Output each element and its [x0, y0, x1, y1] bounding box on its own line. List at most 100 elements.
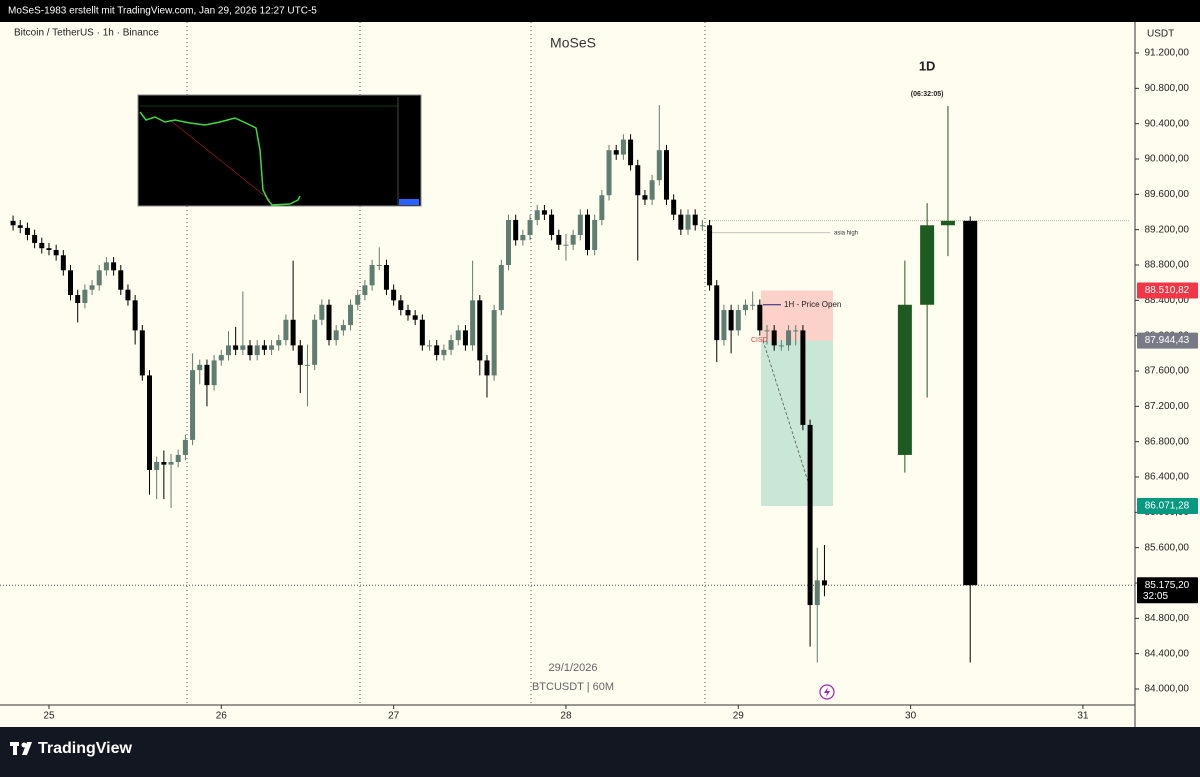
candle-body — [642, 195, 648, 200]
footer-symbol: BTCUSDT | 60M — [532, 681, 614, 693]
candle-body — [786, 330, 792, 346]
candle-body — [204, 364, 210, 386]
candle-body — [182, 439, 188, 455]
target-zone — [761, 340, 833, 507]
candle-body — [376, 265, 382, 267]
inset-frame — [137, 94, 422, 207]
y-tick-label: 87.600,00 — [1145, 366, 1190, 377]
candle-body — [154, 461, 160, 470]
candle-body — [678, 214, 684, 230]
candle-body — [146, 375, 152, 470]
overlay-title: 1D — [919, 58, 936, 73]
candle-body — [82, 289, 88, 303]
footer-bar — [0, 727, 1200, 772]
candle-body — [940, 220, 955, 226]
candle-body — [793, 330, 799, 332]
candle-body — [448, 340, 454, 350]
candle-body — [577, 214, 583, 235]
logo-part — [21, 742, 27, 748]
x-tick-label: 29 — [733, 711, 745, 722]
price-label: 87.944,43 — [1145, 335, 1190, 346]
countdown: 32:05 — [1143, 591, 1168, 602]
candle-body — [628, 139, 634, 166]
candle-body — [10, 220, 16, 226]
last-price-label: 85.175,20 — [1145, 580, 1190, 591]
y-tick-label: 90.800,00 — [1145, 83, 1190, 94]
y-tick-label: 86.800,00 — [1145, 436, 1190, 447]
y-tick-label: 87.200,00 — [1145, 401, 1190, 412]
candle-body — [721, 310, 727, 341]
y-tick-label: 89.200,00 — [1145, 224, 1190, 235]
candle-body — [764, 330, 770, 332]
candle-body — [412, 315, 418, 320]
candle-body — [46, 248, 52, 250]
candle-body — [17, 225, 23, 228]
candle-body — [139, 330, 145, 376]
candle-body — [103, 262, 109, 271]
candle-body — [757, 304, 763, 331]
candle-body — [620, 139, 626, 155]
overlay-subtitle: (06:32:05) — [911, 91, 944, 98]
candle-body — [520, 234, 526, 241]
candle-body — [60, 255, 66, 271]
price-label: 86.071,28 — [1145, 501, 1190, 512]
y-tick-label: 88.800,00 — [1145, 260, 1190, 271]
candle-body — [398, 300, 404, 311]
candle-body — [584, 214, 590, 250]
price-label: 88.510,82 — [1145, 285, 1190, 296]
candle-body — [383, 265, 389, 290]
candle-body — [556, 234, 562, 245]
candle-body — [807, 424, 813, 606]
candle-body — [89, 285, 95, 290]
candle-body — [570, 234, 576, 245]
candle-body — [405, 310, 411, 316]
symbol-title: Bitcoin / TetherUS · 1h · Binance — [14, 28, 159, 39]
candle-body — [261, 345, 267, 350]
position-path — [762, 340, 813, 495]
candle-body — [111, 262, 117, 271]
candle-body — [714, 285, 720, 341]
x-tick-label: 30 — [905, 711, 917, 722]
candle-body — [563, 244, 569, 246]
x-tick-label: 26 — [216, 711, 228, 722]
candle-body — [225, 345, 231, 356]
inset-line — [139, 111, 301, 206]
candle-body — [211, 360, 217, 386]
candle-body — [175, 454, 181, 462]
candle-body — [549, 214, 555, 235]
candle-body — [362, 285, 368, 296]
candle-body — [920, 225, 935, 305]
candle-body — [161, 461, 167, 465]
candle-body — [491, 310, 497, 376]
candle-body — [963, 220, 978, 586]
candle-body — [276, 340, 282, 346]
price-label-box — [1137, 498, 1198, 515]
y-tick-label: 86.400,00 — [1145, 472, 1190, 483]
logo-part — [13, 742, 17, 755]
candle-body — [656, 150, 662, 181]
y-tick-label: 90.000,00 — [1145, 154, 1190, 165]
candle-body — [254, 345, 260, 356]
inset-image — [137, 94, 422, 207]
candle-body — [304, 364, 310, 366]
candle-body — [527, 219, 533, 235]
x-tick-label: 31 — [1077, 711, 1089, 722]
candle-body — [24, 227, 30, 235]
candle-body — [728, 310, 734, 331]
candle-body — [671, 199, 677, 215]
candle-body — [441, 349, 447, 356]
candle-body — [613, 150, 619, 155]
candle-body — [355, 295, 361, 305]
x-tick-label: 27 — [388, 711, 400, 722]
candle-body — [348, 304, 354, 326]
candle-body — [190, 370, 196, 440]
annotation: asia high — [834, 230, 858, 236]
inset-label — [399, 199, 419, 205]
candle-body — [541, 210, 547, 215]
candle-body — [800, 330, 806, 425]
inset-line — [169, 119, 271, 201]
candle-body — [218, 355, 224, 361]
candle-body — [312, 319, 318, 365]
brand-logo — [10, 742, 32, 755]
candle-body — [513, 219, 519, 241]
